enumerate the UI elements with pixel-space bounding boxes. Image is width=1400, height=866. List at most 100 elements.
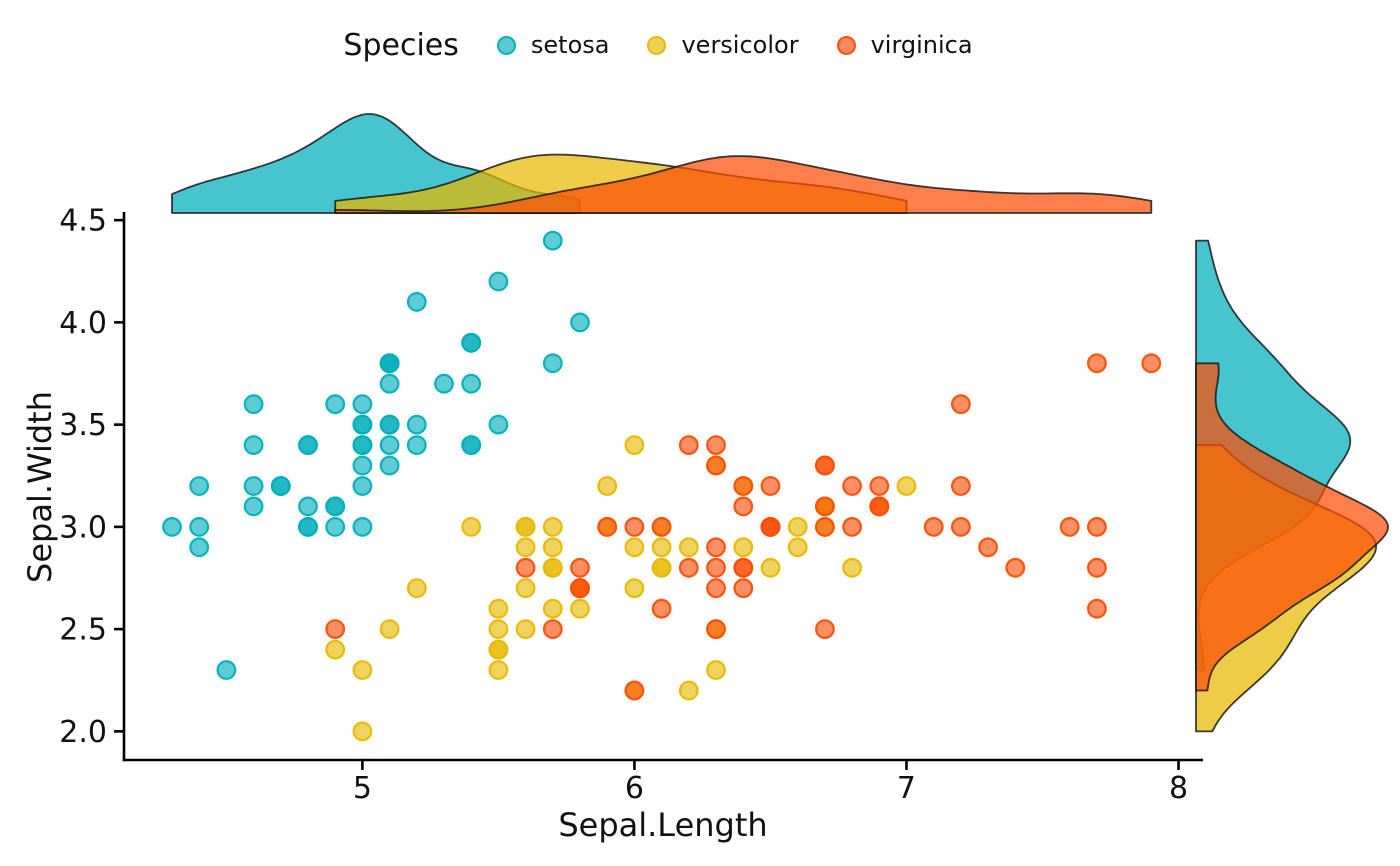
scatter-point-setosa xyxy=(352,394,373,415)
scatter-point-virginica xyxy=(597,517,618,537)
scatter-point-versicolor xyxy=(515,619,536,639)
scatter-point-setosa xyxy=(243,435,264,456)
scatter-point-versicolor xyxy=(406,578,427,599)
scatter-point-versicolor xyxy=(515,537,536,558)
scatter-point-setosa xyxy=(488,414,509,435)
legend-title: Species xyxy=(343,27,459,63)
scatter-point-virginica xyxy=(733,578,754,599)
legend-item-virginica: virginica xyxy=(836,31,973,59)
scatter-point-setosa xyxy=(406,414,427,435)
scatter-point-virginica xyxy=(1005,557,1026,578)
scatter-point-virginica xyxy=(842,517,862,537)
scatter-point-virginica xyxy=(1086,517,1107,537)
scatter-point-versicolor xyxy=(542,537,563,558)
scatter-point-setosa xyxy=(243,496,264,517)
scatter-point-setosa xyxy=(216,660,237,680)
scatter-point-virginica xyxy=(706,619,726,639)
scatter-point-setosa xyxy=(325,394,346,415)
scatter-point-setosa xyxy=(325,496,346,517)
scatter-point-setosa xyxy=(243,394,264,415)
x-tick-label: 8 xyxy=(1169,771,1188,806)
scatter-point-virginica xyxy=(651,517,672,537)
scatter-point-setosa xyxy=(298,517,318,537)
scatter-point-setosa xyxy=(162,517,182,537)
legend-label-versicolor: versicolor xyxy=(681,31,799,59)
scatter-point-versicolor xyxy=(542,517,563,537)
scatter-point-versicolor xyxy=(542,598,563,619)
scatter-point-virginica xyxy=(651,598,672,619)
scatter-point-virginica xyxy=(760,517,781,537)
scatter-point-versicolor xyxy=(678,537,699,558)
scatter-point-virginica xyxy=(570,557,590,578)
x-tick-label: 5 xyxy=(353,771,372,806)
scatter-point-setosa xyxy=(189,517,210,537)
scatter-point-virginica xyxy=(951,517,971,537)
scatter-point-virginica xyxy=(706,557,726,578)
right-density-virginica xyxy=(1195,362,1389,692)
scatter-point-virginica xyxy=(733,557,754,578)
x-tick-label: 6 xyxy=(625,771,644,806)
scatter-point-virginica xyxy=(515,557,536,578)
scatter-point-virginica xyxy=(978,537,998,558)
scatter-point-setosa xyxy=(461,373,482,394)
scatter-point-virginica xyxy=(624,517,645,537)
legend-label-setosa: setosa xyxy=(530,31,610,59)
scatter-point-versicolor xyxy=(651,537,672,558)
scatter-point-virginica xyxy=(706,537,726,558)
scatter-point-virginica xyxy=(815,496,835,517)
scatter-point-virginica xyxy=(815,619,835,639)
scatter-point-virginica xyxy=(1059,517,1080,537)
scatter-point-versicolor xyxy=(787,537,808,558)
scatter-point-virginica xyxy=(678,435,699,456)
scatter-point-setosa xyxy=(379,353,400,374)
scatter-point-virginica xyxy=(815,517,835,537)
scatter-point-virginica xyxy=(542,619,563,639)
y-tick-label: 2.0 xyxy=(59,715,107,750)
y-tick-label: 3.0 xyxy=(59,510,107,545)
scatter-point-setosa xyxy=(406,435,427,456)
scatter-point-setosa xyxy=(298,435,318,456)
scatter-point-virginica xyxy=(951,394,971,415)
legend-label-virginica: virginica xyxy=(870,31,973,59)
scatter-point-versicolor xyxy=(542,557,563,578)
scatter-point-setosa xyxy=(352,517,373,537)
scatter-point-versicolor xyxy=(488,639,509,660)
scatter-point-setosa xyxy=(434,373,454,394)
y-tick-label: 2.5 xyxy=(59,613,107,648)
scatter-point-versicolor xyxy=(624,578,645,599)
scatter-point-setosa xyxy=(189,476,210,496)
scatter-point-setosa xyxy=(379,435,400,456)
scatter-point-setosa xyxy=(461,435,482,456)
scatter-point-versicolor xyxy=(379,619,400,639)
scatter-point-setosa xyxy=(352,476,373,496)
scatter-point-setosa xyxy=(570,312,590,333)
scatter-point-versicolor xyxy=(896,476,917,496)
scatter-point-virginica xyxy=(1141,353,1162,374)
scatter-point-setosa xyxy=(379,373,400,394)
scatter-point-versicolor xyxy=(624,435,645,456)
scatter-point-setosa xyxy=(379,455,400,476)
scatter-point-versicolor xyxy=(325,639,346,660)
scatter-point-setosa xyxy=(352,414,373,435)
scatter-point-setosa xyxy=(270,476,291,496)
scatter-point-setosa xyxy=(189,537,210,558)
y-tick-label: 4.0 xyxy=(59,306,107,341)
scatter-point-virginica xyxy=(706,435,726,456)
scatter-point-setosa xyxy=(542,353,563,374)
scatter-point-virginica xyxy=(624,680,645,701)
scatter-point-virginica xyxy=(706,455,726,476)
scatter-point-setosa xyxy=(325,517,346,537)
scatter-point-setosa xyxy=(243,476,264,496)
scatter-point-virginica xyxy=(706,578,726,599)
scatter-point-versicolor xyxy=(461,517,482,537)
legend-dot-versicolor-icon xyxy=(647,35,667,55)
scatter-point-setosa xyxy=(379,414,400,435)
scatter-point-virginica xyxy=(923,517,944,537)
scatter-point-versicolor xyxy=(488,598,509,619)
scatter-point-versicolor xyxy=(352,721,373,742)
scatter-point-setosa xyxy=(406,292,427,312)
scatter-point-versicolor xyxy=(515,517,536,537)
scatter-point-virginica xyxy=(1086,353,1107,374)
scatter-point-virginica xyxy=(733,476,754,496)
